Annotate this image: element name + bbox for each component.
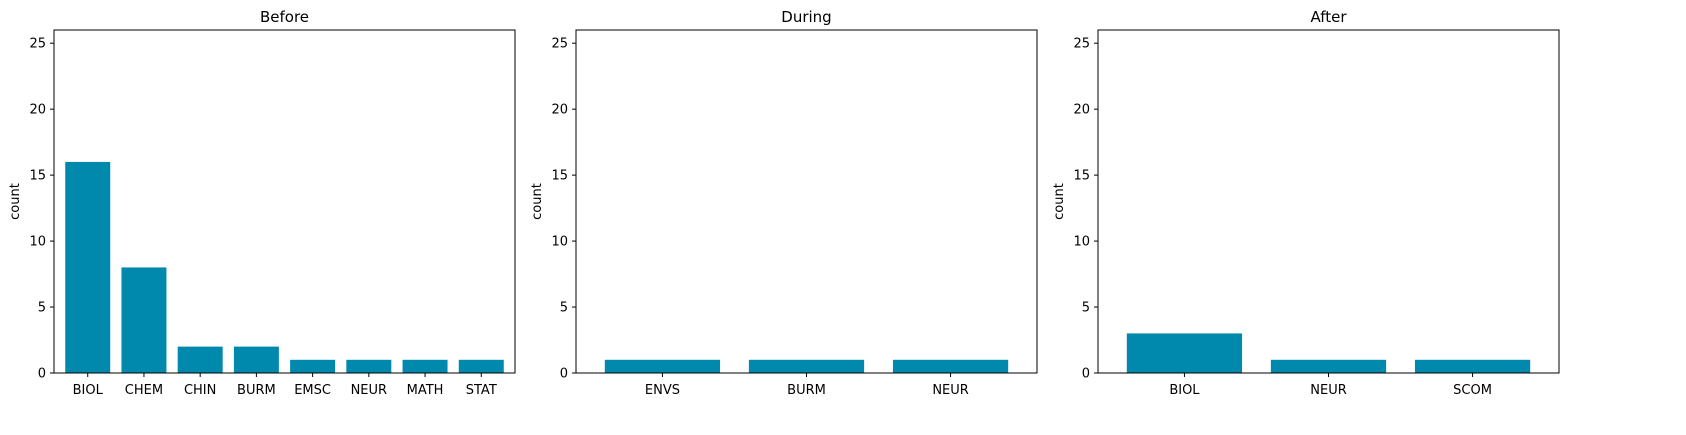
x-tick-label: SCOM (1453, 383, 1492, 398)
x-tick-label: BIOL (73, 383, 104, 398)
chart-title: During (781, 8, 831, 26)
chart-title: After (1310, 8, 1347, 26)
x-tick-label: MATH (407, 383, 444, 398)
y-axis-label: count (8, 183, 23, 220)
bar-scom (1414, 359, 1531, 373)
y-tick-label: 25 (29, 37, 46, 52)
bar-stat (458, 359, 504, 373)
y-tick-label: 15 (29, 169, 46, 184)
y-tick-label: 25 (551, 37, 568, 52)
chart-panel-2: 0 5 10 15 20 25 ENVS BURM NEUR During count (530, 8, 1038, 398)
bar-biol (1126, 333, 1243, 373)
x-tick-label: ENVS (645, 383, 680, 398)
y-tick-label: 0 (560, 367, 568, 382)
x-tick-label: NEUR (1310, 383, 1347, 398)
chart-panel-1: 0 5 10 15 20 25 BIOL CHEM CHIN BURM EMSC NEUR MATH ST… (8, 8, 516, 398)
y-tick-label: 15 (1073, 169, 1090, 184)
x-tick-label: BURM (787, 383, 826, 398)
y-tick-label: 5 (560, 301, 568, 316)
x-tick-label: BURM (237, 383, 276, 398)
y-tick-label: 20 (1073, 103, 1090, 118)
bar-neur (1270, 359, 1387, 373)
y-tick-label: 20 (551, 103, 568, 118)
bar-math (402, 359, 448, 373)
x-tick-label: STAT (466, 383, 497, 398)
x-tick-label: NEUR (351, 383, 388, 398)
x-tick-label: EMSC (294, 383, 331, 398)
x-tick-label: CHIN (184, 383, 216, 398)
y-tick-label: 20 (29, 103, 46, 118)
y-axis-label: count (1052, 183, 1067, 220)
bar-neur (892, 359, 1009, 373)
y-tick-label: 5 (38, 301, 46, 316)
bar-burm (233, 346, 279, 373)
plot-frame (575, 29, 1038, 374)
plot-frame (53, 29, 516, 374)
y-tick-label: 15 (551, 169, 568, 184)
plot-frame (1097, 29, 1560, 374)
bar-chem (121, 267, 167, 373)
y-tick-label: 0 (1082, 367, 1090, 382)
y-tick-label: 10 (551, 235, 568, 250)
bar-burm (748, 359, 865, 373)
bar-emsc (290, 359, 336, 373)
y-tick-label: 25 (1073, 37, 1090, 52)
bar-neur (346, 359, 392, 373)
chart-title: Before (260, 8, 309, 26)
bar-envs (604, 359, 721, 373)
y-tick-label: 10 (1073, 235, 1090, 250)
bar-chin (177, 346, 223, 373)
x-tick-label: BIOL (1169, 383, 1200, 398)
x-tick-label: CHEM (125, 383, 163, 398)
bar-biol (65, 161, 111, 373)
y-axis-label: count (530, 183, 545, 220)
x-tick-label: NEUR (932, 383, 969, 398)
chart-panel-3: 0 5 10 15 20 25 BIOL NEUR SCOM After count (1052, 8, 1560, 398)
y-tick-label: 0 (38, 367, 46, 382)
y-tick-label: 5 (1082, 301, 1090, 316)
y-tick-label: 10 (29, 235, 46, 250)
